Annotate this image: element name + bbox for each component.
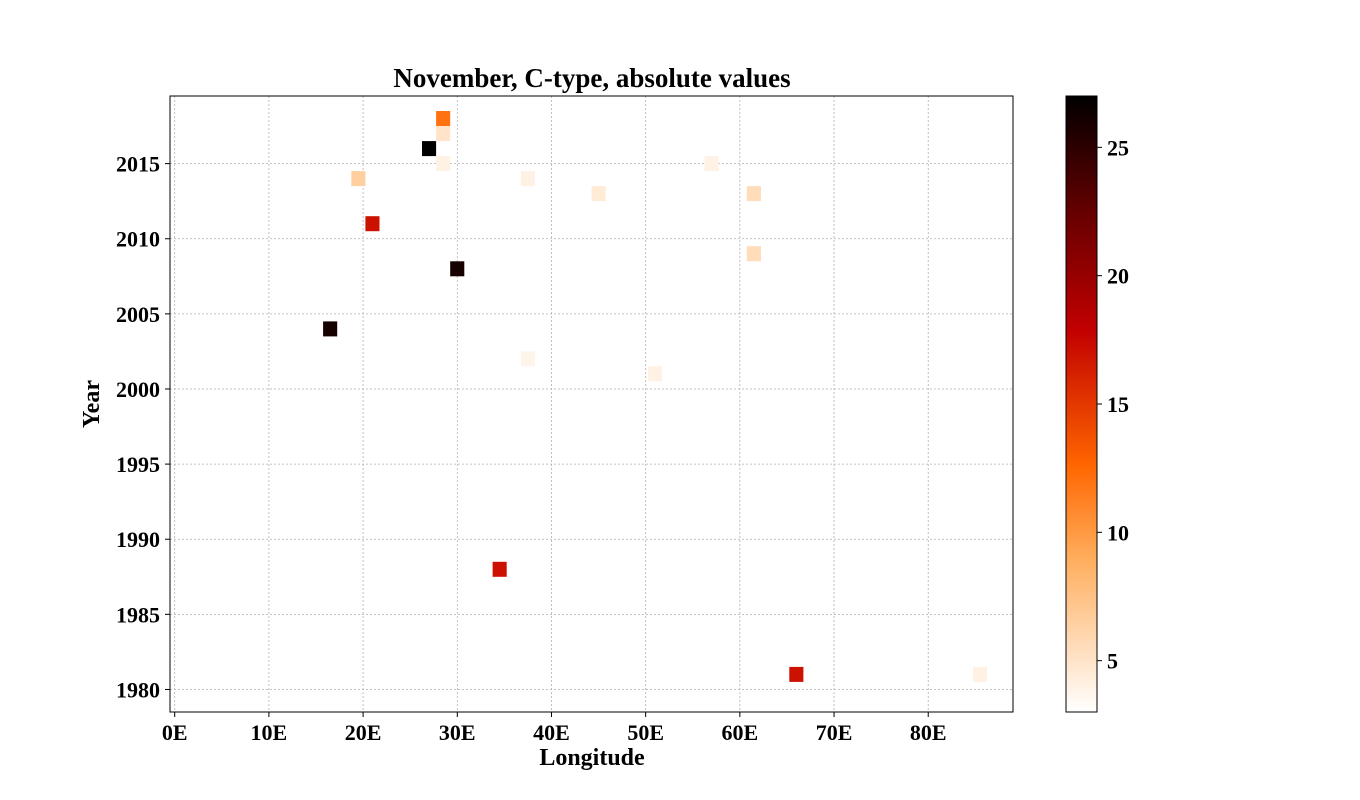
heatmap-cell [492,561,507,577]
colorbar-tick-label: 15 [1107,392,1129,417]
y-tick-label: 1995 [116,452,160,477]
heatmap-cell [436,126,451,141]
x-tick-label: 50E [627,720,664,745]
heatmap-cell [591,186,606,202]
x-tick-label: 30E [439,720,476,745]
colorbar-ticks: 5 10 15 20 25 [1097,135,1129,674]
x-tick-label: 10E [251,720,288,745]
colorbar-tick-label: 5 [1107,649,1118,674]
x-axis-label: Longitude [539,745,645,771]
heatmap-cell [422,141,437,157]
x-tick-label: 60E [722,720,759,745]
data-cells [323,111,988,682]
colorbar [1065,95,1098,713]
heatmap-cell [789,666,804,682]
y-axis-label: Year [79,380,105,428]
heatmap-cell [365,216,380,232]
heatmap-cell [436,156,451,172]
heatmap-cell [520,351,535,367]
heatmap-cell [436,111,451,126]
heatmap-cell [648,366,663,382]
x-tick-label: 70E [816,720,853,745]
heatmap-cell [973,666,988,682]
heatmap-cell [323,321,338,337]
heatmap-cell [746,186,761,202]
chart-title: November, C-type, absolute values [393,63,790,93]
y-tick-label: 2010 [116,227,160,252]
x-tick-label: 40E [533,720,570,745]
y-tick-label: 2005 [116,302,160,327]
x-tick-label: 0E [162,720,188,745]
y-tick-label: 1980 [116,677,160,702]
y-tick-label: 1990 [116,527,160,552]
grid-lines [170,96,1013,712]
y-tick-label: 2000 [116,377,160,402]
x-tick-label: 20E [345,720,382,745]
axis-ticks: 0E 10E 20E 30E 40E 50E 60E 70E 80E 1980 1985 1990 19… [116,152,947,745]
y-tick-label: 2015 [116,152,160,177]
heatmap-cell [351,171,366,187]
y-tick-label: 1985 [116,602,160,627]
plot-frame [169,95,1014,713]
x-tick-label: 80E [910,720,947,745]
heatmap-cell [450,261,465,277]
heatmap-cell [746,246,761,262]
colorbar-tick-label: 20 [1107,264,1129,289]
heatmap-cell [520,171,535,187]
colorbar-tick-label: 10 [1107,520,1129,545]
colorbar-tick-label: 25 [1107,135,1129,160]
heatmap-cell [704,156,719,172]
